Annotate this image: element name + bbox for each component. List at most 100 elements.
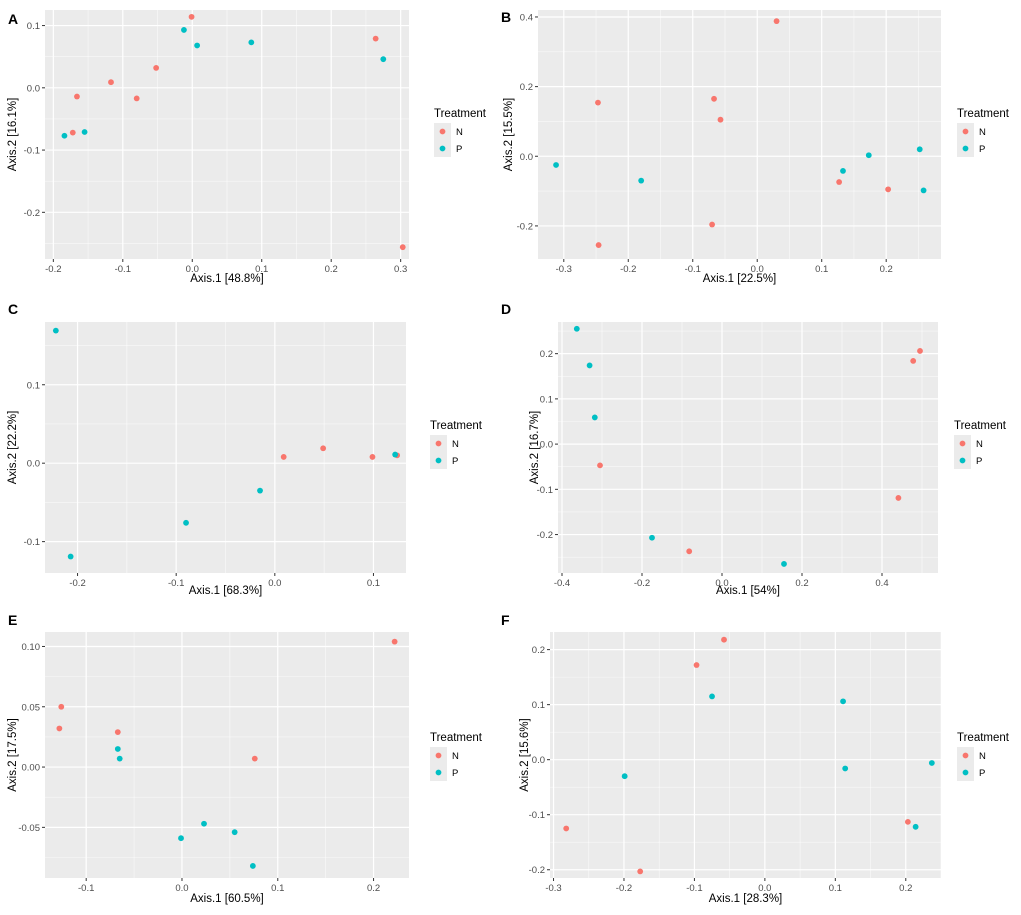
point-n bbox=[709, 221, 715, 228]
point-n bbox=[836, 179, 843, 185]
legend-label-p: P bbox=[979, 144, 985, 155]
point-n bbox=[597, 462, 603, 469]
point-n bbox=[917, 348, 923, 354]
legend: Treatment NP bbox=[430, 420, 483, 469]
x-tick-label: -0.3 bbox=[556, 264, 572, 275]
y-tick-label: -0.2 bbox=[537, 530, 553, 541]
panel-letter: E bbox=[8, 612, 17, 628]
minor-gridlines bbox=[538, 10, 941, 259]
x-axis-title: Axis.1 [68.3%] bbox=[189, 585, 263, 597]
x-tick-label: 0.0 bbox=[268, 578, 281, 589]
panel-f: -0.3 -0.2 -0.1 0.0 0.1 0.2-0.2-0.10.00.10.2Ax… bbox=[501, 612, 1010, 905]
y-axis-title: Axis.2 [15.5%] bbox=[503, 98, 515, 172]
x-tick-label: 0.0 bbox=[751, 264, 764, 275]
point-p bbox=[709, 693, 715, 700]
legend-label-n: N bbox=[979, 751, 986, 762]
legend-key-p bbox=[439, 145, 446, 152]
point-p bbox=[916, 146, 923, 153]
x-tick-label: -0.2 bbox=[616, 883, 632, 894]
point-n bbox=[108, 79, 114, 86]
y-tick-label: 0.4 bbox=[520, 12, 533, 23]
point-p bbox=[61, 132, 68, 139]
point-p bbox=[649, 534, 655, 541]
legend: Treatment NP bbox=[957, 732, 1010, 781]
x-tick-label: -0.1 bbox=[168, 578, 184, 589]
x-tick-label: -0.2 bbox=[45, 264, 61, 275]
point-p bbox=[586, 362, 593, 369]
legend-label-n: N bbox=[456, 127, 463, 138]
x-tick-label: -0.2 bbox=[634, 578, 650, 589]
legend: Treatment NP bbox=[957, 108, 1010, 157]
point-p bbox=[781, 561, 787, 567]
legend: Treatment NP bbox=[434, 108, 487, 157]
point-n bbox=[721, 636, 727, 643]
legend: Treatment NP bbox=[430, 732, 483, 781]
point-n bbox=[133, 95, 140, 102]
point-p bbox=[912, 823, 919, 830]
x-tick-label: -0.4 bbox=[554, 578, 570, 589]
point-p bbox=[52, 327, 59, 334]
point-p bbox=[840, 698, 846, 705]
point-n bbox=[711, 95, 717, 102]
point-p bbox=[178, 835, 184, 842]
point-p bbox=[591, 414, 598, 421]
y-tick-label: -0.1 bbox=[537, 485, 553, 496]
point-n bbox=[74, 93, 80, 100]
y-axis-title: Axis.2 [16.7%] bbox=[529, 411, 541, 485]
point-n bbox=[391, 638, 398, 645]
point-n bbox=[637, 868, 644, 875]
plot-background bbox=[558, 322, 938, 573]
point-n bbox=[251, 755, 258, 762]
point-p bbox=[231, 829, 238, 836]
point-n bbox=[369, 454, 376, 460]
point-p bbox=[842, 765, 849, 772]
legend-title: Treatment bbox=[434, 108, 487, 120]
y-tick-label: -0.1 bbox=[24, 146, 40, 157]
y-tick-label: 0.2 bbox=[540, 349, 553, 360]
legend-key-p bbox=[435, 769, 442, 776]
legend-label-p: P bbox=[452, 456, 458, 467]
point-p bbox=[638, 177, 645, 184]
x-tick-label: -0.1 bbox=[115, 264, 131, 275]
y-tick-label: -0.2 bbox=[24, 208, 40, 219]
y-tick-label: -0.2 bbox=[529, 865, 545, 876]
y-tick-label: 0.2 bbox=[520, 82, 533, 93]
point-p bbox=[392, 451, 399, 458]
point-n bbox=[320, 445, 327, 452]
x-axis-title: Axis.1 [54%] bbox=[716, 585, 780, 597]
legend-key-p bbox=[962, 769, 969, 776]
x-tick-label: 0.1 bbox=[255, 264, 268, 275]
panel-letter: C bbox=[8, 301, 18, 317]
x-tick-label: -0.2 bbox=[69, 578, 85, 589]
x-axis-title: Axis.1 [48.8%] bbox=[190, 273, 264, 285]
legend-title: Treatment bbox=[430, 420, 483, 432]
x-tick-label: 0.2 bbox=[367, 883, 380, 894]
y-axis-title: Axis.2 [17.5%] bbox=[7, 718, 19, 792]
legend-key-n bbox=[439, 128, 446, 135]
y-tick-label: 0.05 bbox=[22, 702, 41, 713]
legend-title: Treatment bbox=[957, 108, 1010, 120]
minor-gridlines bbox=[558, 322, 938, 573]
point-n bbox=[114, 729, 121, 735]
x-tick-label: -0.2 bbox=[620, 264, 636, 275]
plot-background bbox=[538, 10, 941, 259]
x-axis-title: Axis.1 [22.5%] bbox=[703, 273, 777, 285]
panel-letter: A bbox=[8, 11, 18, 27]
y-tick-label: 0.0 bbox=[27, 459, 40, 470]
point-p bbox=[181, 27, 187, 33]
y-tick-label: -0.2 bbox=[517, 221, 533, 232]
point-p bbox=[67, 553, 74, 560]
y-tick-label: -0.1 bbox=[24, 537, 40, 548]
point-p bbox=[928, 760, 935, 766]
x-tick-label: -0.1 bbox=[686, 883, 702, 894]
panel-letter: F bbox=[501, 612, 510, 628]
x-axis-title: Axis.1 [60.5%] bbox=[190, 893, 264, 905]
legend-key-p bbox=[435, 457, 442, 464]
x-tick-label: 0.0 bbox=[186, 264, 199, 275]
x-axis-title: Axis.1 [28.3%] bbox=[709, 893, 783, 905]
legend-label-p: P bbox=[452, 768, 458, 779]
x-tick-label: -0.1 bbox=[78, 883, 94, 894]
point-n bbox=[280, 454, 287, 460]
x-tick-label: 0.4 bbox=[875, 578, 888, 589]
